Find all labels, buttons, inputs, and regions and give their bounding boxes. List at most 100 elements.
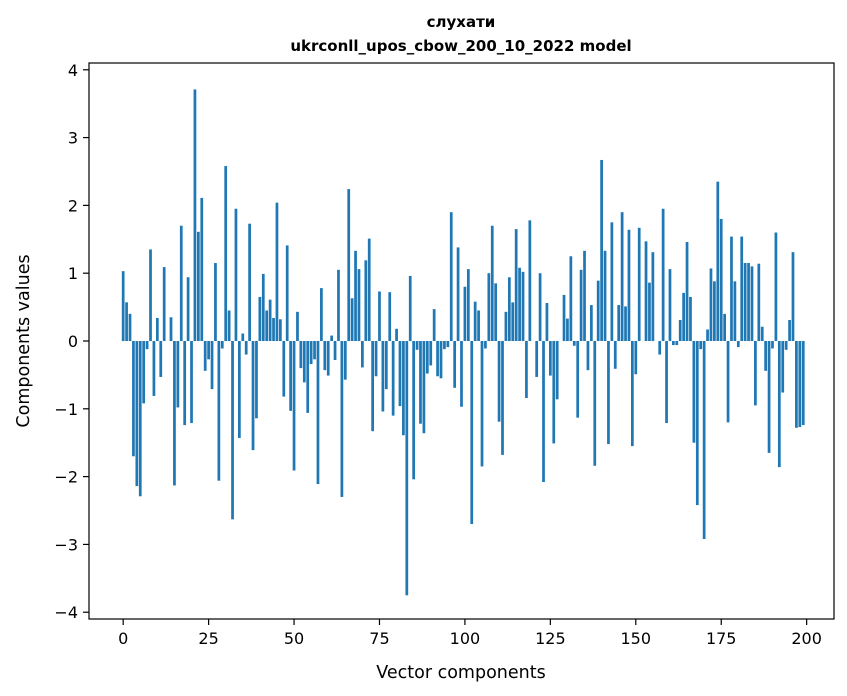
bar: [788, 319, 791, 341]
bar: [289, 341, 292, 411]
chart-title-line-2: ukrconll_upos_cbow_200_10_2022 model: [290, 37, 631, 55]
bar: [754, 341, 757, 406]
bar: [784, 341, 788, 350]
bar: [702, 341, 706, 539]
x-tick-label: 175: [706, 629, 737, 648]
bar: [542, 341, 545, 483]
bar: [408, 275, 412, 341]
bar: [415, 341, 419, 350]
bar: [460, 341, 463, 407]
bar: [716, 181, 720, 341]
bar: [313, 341, 316, 360]
bar: [620, 212, 624, 341]
x-tick-label: 125: [535, 629, 566, 648]
bar: [490, 225, 494, 341]
bar: [224, 166, 228, 341]
bar: [463, 286, 467, 341]
bar: [525, 341, 528, 398]
bar: [651, 252, 655, 341]
bar: [279, 319, 282, 341]
bar: [648, 282, 651, 341]
y-tick-label: −2: [54, 468, 78, 487]
bar: [128, 313, 132, 341]
bar: [545, 303, 549, 341]
x-tick-label: 150: [621, 629, 652, 648]
bar: [234, 208, 238, 341]
bar: [436, 341, 439, 377]
bar: [446, 341, 450, 348]
bar: [162, 267, 166, 341]
x-axis-label: Vector components: [376, 663, 545, 683]
bar: [456, 247, 460, 341]
bar: [548, 341, 552, 376]
bar: [466, 269, 470, 341]
bar: [603, 250, 607, 341]
bar: [771, 341, 774, 349]
bar: [733, 281, 737, 341]
bar: [600, 159, 603, 341]
bar: [320, 288, 323, 341]
y-tick-label: 3: [68, 129, 78, 148]
bar: [535, 341, 539, 377]
bar: [121, 271, 125, 341]
bar: [699, 341, 703, 350]
bar: [193, 89, 197, 341]
bar: [251, 341, 255, 451]
bar: [723, 313, 727, 341]
bar: [364, 260, 368, 341]
bar: [586, 341, 590, 371]
bar: [760, 326, 764, 341]
bar: [186, 277, 190, 341]
bar: [514, 229, 518, 341]
bar: [661, 208, 665, 341]
bar: [706, 329, 709, 341]
x-tick-label: 200: [791, 629, 822, 648]
bar-series: [121, 89, 805, 596]
bar: [367, 238, 371, 341]
bar: [330, 335, 333, 341]
bar: [384, 341, 388, 390]
bar: [227, 310, 231, 341]
bar: [405, 341, 409, 596]
bar: [637, 227, 641, 341]
bar: [494, 283, 498, 341]
bar: [371, 341, 375, 432]
bar: [323, 341, 327, 371]
bar: [135, 341, 139, 487]
bar: [231, 341, 234, 520]
x-tick-label: 0: [118, 629, 128, 648]
bar: [538, 273, 542, 341]
bar: [388, 292, 392, 341]
plot-frame: [88, 62, 835, 620]
bar: [210, 341, 214, 390]
bar: [309, 341, 313, 365]
bar: [774, 232, 778, 341]
bar: [272, 317, 275, 341]
bar: [337, 269, 340, 341]
bar: [579, 269, 583, 341]
bar: [374, 341, 378, 377]
bar: [255, 341, 258, 419]
bar: [665, 341, 668, 424]
bar: [767, 341, 771, 453]
bar: [350, 298, 354, 341]
bar: [248, 223, 251, 341]
bar: [149, 249, 152, 341]
bar: [443, 341, 446, 350]
bar: [709, 268, 713, 341]
bar: [152, 341, 156, 396]
bar: [713, 281, 716, 341]
bar: [142, 341, 146, 404]
bar: [593, 341, 597, 466]
bar: [395, 328, 398, 341]
bar: [484, 341, 487, 349]
bar: [412, 341, 416, 480]
bar: [449, 212, 453, 341]
x-tick-label: 100: [450, 629, 481, 648]
bar: [398, 341, 402, 407]
bar: [504, 311, 508, 341]
bar: [497, 341, 501, 422]
y-tick-label: 1: [68, 264, 78, 283]
bar: [658, 341, 662, 355]
